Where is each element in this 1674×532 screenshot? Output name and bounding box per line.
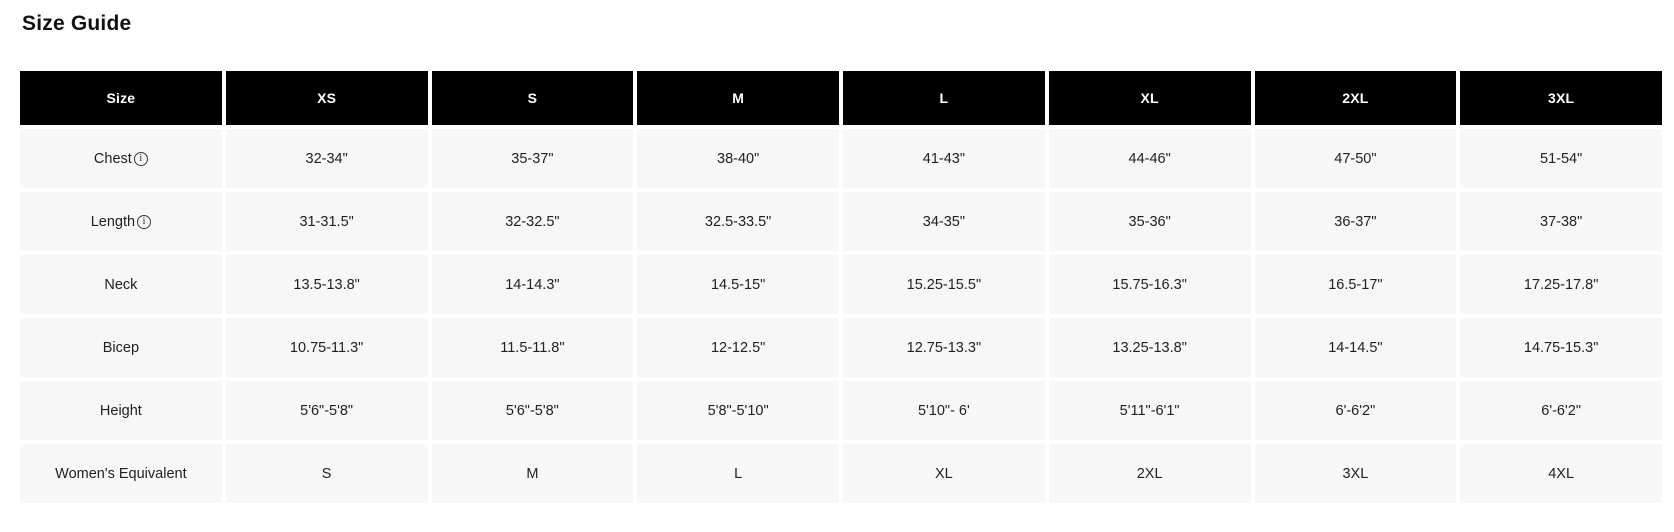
size-guide-table: Size XS S M L XL 2XL 3XL Chest i 32-34" 3… — [20, 71, 1662, 503]
cell-length-xl: 35-36" — [1048, 192, 1251, 251]
cell-neck-m: 14.5-15" — [637, 255, 839, 314]
cell-height-s: 5'6"-5'8" — [431, 381, 634, 440]
cell-womens-equivalent-xs: S — [225, 444, 428, 503]
cell-bicep-l: 12.75-13.3" — [843, 318, 1045, 377]
cell-height-3xl: 6'-6'2" — [1460, 381, 1662, 440]
page-title: Size Guide — [22, 12, 132, 35]
cell-womens-equivalent-l: XL — [843, 444, 1045, 503]
column-header-xl: XL — [1048, 71, 1251, 125]
cell-neck-s: 14-14.3" — [431, 255, 634, 314]
cell-length-xs: 31-31.5" — [225, 192, 428, 251]
cell-bicep-2xl: 14-14.5" — [1254, 318, 1457, 377]
cell-length-m: 32.5-33.5" — [637, 192, 839, 251]
column-header-s: S — [431, 71, 634, 125]
cell-length-2xl: 36-37" — [1254, 192, 1457, 251]
cell-neck-xs: 13.5-13.8" — [225, 255, 428, 314]
cell-chest-3xl: 51-54" — [1460, 129, 1662, 188]
cell-chest-l: 41-43" — [843, 129, 1045, 188]
cell-neck-2xl: 16.5-17" — [1254, 255, 1457, 314]
cell-length-l: 34-35" — [843, 192, 1045, 251]
cell-chest-2xl: 47-50" — [1254, 129, 1457, 188]
column-header-size: Size — [20, 71, 222, 125]
cell-bicep-xs: 10.75-11.3" — [225, 318, 428, 377]
cell-womens-equivalent-m: L — [637, 444, 839, 503]
row-label-text: Length — [90, 213, 136, 230]
cell-bicep-3xl: 14.75-15.3" — [1460, 318, 1662, 377]
cell-height-xl: 5'11"-6'1" — [1048, 381, 1251, 440]
cell-chest-xl: 44-46" — [1048, 129, 1251, 188]
row-label-chest: Chest i — [20, 129, 222, 188]
cell-chest-xs: 32-34" — [225, 129, 428, 188]
cell-womens-equivalent-xl: 2XL — [1048, 444, 1251, 503]
cell-height-l: 5'10"- 6' — [843, 381, 1045, 440]
cell-length-3xl: 37-38" — [1460, 192, 1662, 251]
row-label-text: Chest — [93, 150, 132, 167]
row-label-womens-equivalent: Women's Equivalent — [20, 444, 222, 503]
column-header-2xl: 2XL — [1254, 71, 1457, 125]
row-label-length: Length i — [20, 192, 222, 251]
cell-neck-3xl: 17.25-17.8" — [1460, 255, 1662, 314]
column-header-m: M — [637, 71, 839, 125]
row-label-bicep: Bicep — [20, 318, 222, 377]
info-icon[interactable]: i — [133, 151, 148, 166]
cell-neck-xl: 15.75-16.3" — [1048, 255, 1251, 314]
cell-neck-l: 15.25-15.5" — [843, 255, 1045, 314]
cell-chest-s: 35-37" — [431, 129, 634, 188]
cell-bicep-s: 11.5-11.8" — [431, 318, 634, 377]
cell-height-m: 5'8"-5'10" — [637, 381, 839, 440]
info-icon[interactable]: i — [137, 214, 152, 229]
cell-bicep-m: 12-12.5" — [637, 318, 839, 377]
row-label-height: Height — [20, 381, 222, 440]
cell-height-2xl: 6'-6'2" — [1254, 381, 1457, 440]
cell-height-xs: 5'6"-5'8" — [225, 381, 428, 440]
cell-womens-equivalent-3xl: 4XL — [1460, 444, 1662, 503]
column-header-3xl: 3XL — [1460, 71, 1662, 125]
cell-chest-m: 38-40" — [637, 129, 839, 188]
column-header-l: L — [843, 71, 1045, 125]
cell-length-s: 32-32.5" — [431, 192, 634, 251]
cell-womens-equivalent-s: M — [431, 444, 634, 503]
cell-womens-equivalent-2xl: 3XL — [1254, 444, 1457, 503]
cell-bicep-xl: 13.25-13.8" — [1048, 318, 1251, 377]
row-label-neck: Neck — [20, 255, 222, 314]
column-header-xs: XS — [225, 71, 428, 125]
